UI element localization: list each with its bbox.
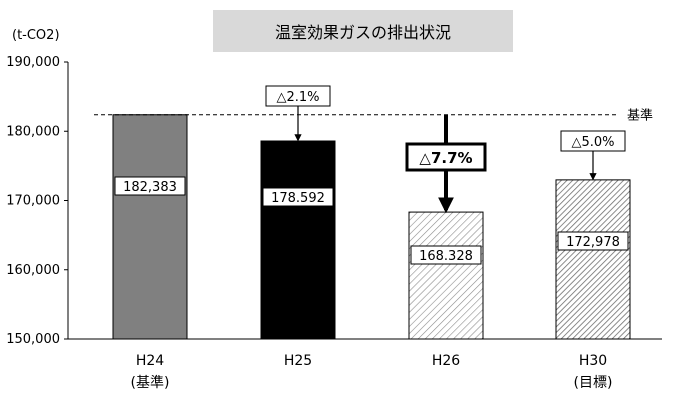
x-tick-sublabel: (基準)	[131, 374, 170, 391]
value-label: 172,978	[566, 235, 620, 250]
reduction-label: △2.1%	[276, 90, 319, 105]
bar	[408, 211, 484, 340]
y-tick-label: 150,000	[6, 332, 60, 347]
bars	[112, 114, 631, 340]
x-tick-label: H30	[579, 353, 607, 369]
value-label: 168.328	[419, 249, 473, 264]
baseline-label: 基準	[627, 108, 653, 124]
y-tick-label: 160,000	[6, 263, 60, 278]
y-tick-label: 190,000	[6, 55, 60, 70]
y-tick-label: 180,000	[6, 124, 60, 139]
value-label-box	[410, 245, 482, 265]
chart-title: 温室効果ガスの排出状況	[213, 10, 513, 52]
reduction-label-box	[265, 85, 331, 107]
bar	[555, 179, 631, 340]
axes: 150,000 160,000 170,000 180,000 190,000 H24 (基…	[6, 55, 662, 391]
x-tick-sublabel: (目標)	[574, 375, 613, 391]
reduction-label-box	[560, 130, 626, 152]
value-label-box	[114, 176, 186, 196]
reduction-label: △5.0%	[571, 135, 614, 150]
reduction-label: △7.7%	[419, 149, 472, 167]
x-tick-label: H26	[432, 353, 460, 369]
annotations: 基準 182,383 178.592 168.328 172,978 △2.1% △7.7%…	[94, 85, 653, 265]
x-tick-label: H24	[136, 353, 164, 369]
value-label-box	[557, 231, 629, 251]
value-label: 178.592	[271, 191, 325, 206]
bar	[260, 140, 336, 340]
y-axis-unit: (t-CO2)	[12, 28, 60, 43]
value-label-box	[262, 187, 334, 207]
reduction-label-box	[405, 142, 487, 172]
x-tick-label: H25	[284, 353, 312, 369]
y-tick-label: 170,000	[6, 194, 60, 209]
bar	[112, 114, 188, 340]
value-label: 182,383	[123, 180, 177, 195]
